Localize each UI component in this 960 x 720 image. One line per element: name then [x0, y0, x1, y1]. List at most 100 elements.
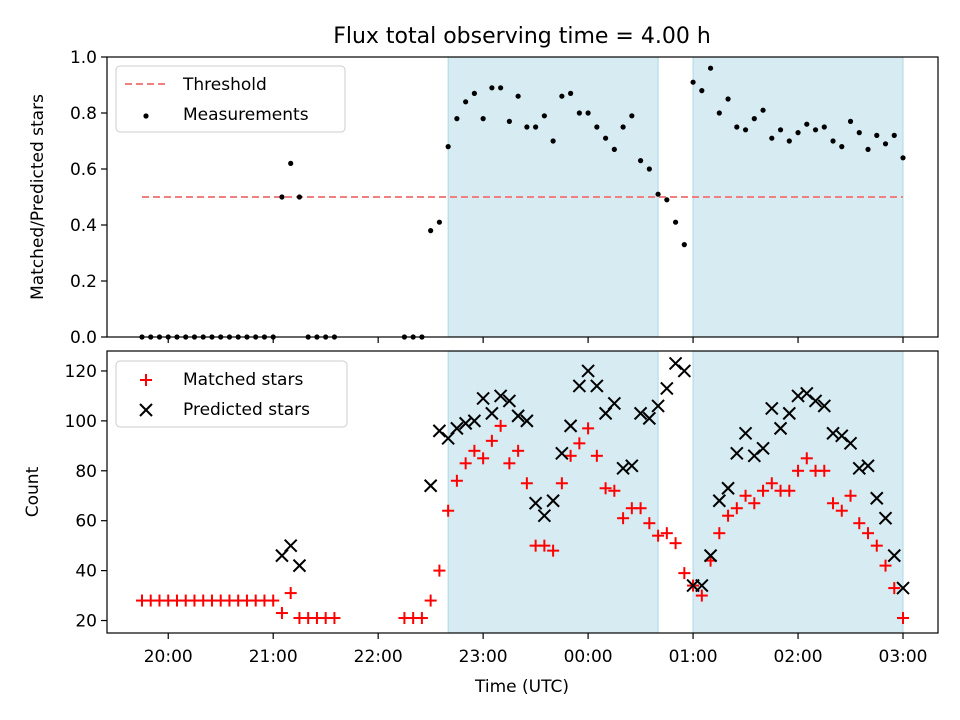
measurement-point: [620, 124, 626, 130]
x-tick-label: 20:00: [144, 647, 193, 667]
legend-predicted-label: Predicted stars: [183, 400, 310, 420]
measurement-point: [830, 138, 836, 144]
legend-measurement-swatch: [143, 113, 149, 119]
chart-title: Flux total observing time = 4.00 h: [333, 24, 711, 49]
matched-star-point: [267, 594, 280, 607]
matched-star-point: [757, 484, 770, 497]
measurement-point: [664, 197, 670, 203]
matched-star-point: [468, 444, 481, 457]
matched-star-point: [739, 489, 752, 502]
matched-star-point: [599, 482, 612, 495]
matched-star-point: [328, 612, 341, 625]
y-tick-label: 100: [65, 412, 97, 432]
matched-star-point: [870, 539, 883, 552]
predicted-star-point: [782, 406, 797, 421]
x-tick-label: 01:00: [669, 647, 718, 667]
measurement-point: [296, 194, 303, 200]
predicted-star-point: [607, 396, 622, 411]
x-axis-label: Time (UTC): [474, 677, 569, 697]
count-panel: 20 40 60 80 100 120 20:00 21:00 22:00 23:00 00:00…: [23, 350, 939, 697]
bottom-y-ticks: 20 40 60 80 100 120: [65, 362, 107, 632]
x-tick-label: 23:00: [459, 647, 508, 667]
measurement-point: [716, 110, 722, 116]
matched-stars-points: [135, 419, 910, 625]
measurement-point: [559, 93, 565, 99]
predicted-star-point: [677, 364, 692, 378]
y-tick-label: 1.0: [70, 48, 97, 68]
bottom-shaded-intervals: [447, 350, 904, 634]
measurement-point: [594, 124, 600, 130]
predicted-star-point: [283, 538, 298, 553]
matched-star-point: [678, 567, 691, 580]
measurement-point: [707, 65, 714, 71]
predicted-star-point: [476, 391, 490, 406]
predicted-star-point: [808, 394, 823, 408]
matched-star-point: [897, 612, 910, 625]
measurement-point: [777, 127, 784, 133]
bottom-legend-box: [115, 360, 348, 428]
predicted-star-point: [292, 558, 307, 573]
measurement-point: [568, 90, 574, 96]
measurement-point: [725, 96, 731, 102]
matched-star-point: [459, 457, 472, 470]
bottom-legend: Matched stars Predicted stars: [115, 360, 348, 428]
predicted-star-point: [537, 509, 552, 523]
matched-star-point: [879, 559, 892, 572]
y-tick-label: 0.8: [70, 104, 97, 124]
measurement-point: [786, 138, 792, 144]
matched-star-point: [582, 422, 595, 435]
measurement-point: [445, 144, 451, 150]
matched-star-point: [608, 484, 621, 497]
predicted-star-point: [887, 548, 901, 563]
matched-star-point: [573, 437, 586, 450]
matched-star-point: [669, 537, 682, 550]
matched-star-point: [827, 497, 840, 510]
predicted-star-point: [642, 411, 657, 426]
predicted-star-point: [773, 421, 788, 436]
matched-star-point: [792, 464, 805, 477]
observing-window-2: [692, 350, 904, 634]
y-tick-label: 80: [75, 462, 97, 482]
legend-matched-label: Matched stars: [183, 370, 303, 390]
predicted-star-point: [703, 548, 718, 563]
measurement-point: [515, 93, 521, 99]
x-tick-label: 02:00: [774, 647, 823, 667]
predicted-star-point: [520, 414, 534, 428]
y-tick-label: 40: [75, 562, 97, 582]
bottom-x-ticks: 20:00 21:00 22:00 23:00 00:00 01:00 02:00 03:00: [144, 633, 928, 667]
observing-window-1: [447, 350, 659, 634]
top-y-ticks: 0.0 0.2 0.4 0.6 0.8 1.0: [70, 48, 107, 348]
bottom-y-axis-label: Count: [23, 466, 43, 517]
matched-star-point: [634, 502, 647, 515]
predicted-star-point: [852, 461, 866, 475]
predicted-star-point: [450, 421, 464, 436]
predicted-star-point: [511, 409, 525, 423]
top-legend-box: [115, 65, 346, 133]
predicted-star-point: [485, 406, 499, 421]
predicted-star-point: [817, 399, 831, 413]
legend-measurements-label: Measurements: [183, 105, 309, 125]
measurement-point: [839, 144, 845, 150]
matched-star-point: [783, 484, 796, 497]
measurement-point: [506, 118, 512, 124]
y-tick-label: 0.4: [70, 216, 97, 236]
matched-star-point: [494, 419, 507, 432]
predicted-star-point: [896, 581, 910, 595]
x-tick-label: 21:00: [249, 647, 298, 667]
matched-star-point: [450, 474, 463, 487]
measurement-point: [865, 146, 871, 152]
measurement-point: [585, 110, 591, 116]
measurement-point: [847, 118, 854, 124]
x-tick-label: 22:00: [354, 647, 403, 667]
top-plot-frame: [106, 56, 939, 338]
measurement-point: [463, 99, 469, 105]
measurement-point: [856, 130, 862, 136]
top-shaded-intervals: [447, 56, 904, 338]
matched-star-point: [652, 529, 665, 542]
matched-star-point: [617, 512, 630, 525]
predicted-star-point: [423, 479, 438, 493]
measurement-point: [821, 124, 827, 130]
predicted-star-point: [765, 401, 779, 416]
measurement-point: [812, 127, 819, 133]
